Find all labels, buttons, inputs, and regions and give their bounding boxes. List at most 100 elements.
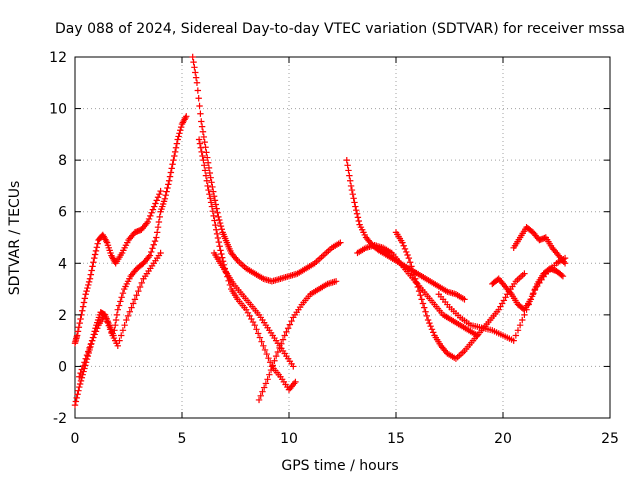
- series-sat-d: [189, 53, 344, 285]
- data-point: [410, 271, 418, 278]
- data-point: [408, 263, 415, 270]
- data-point: [355, 217, 362, 225]
- data-point: [417, 292, 424, 299]
- data-point: [85, 278, 93, 286]
- data-point: [124, 312, 132, 320]
- data-point: [205, 186, 212, 194]
- data-point: [399, 239, 406, 246]
- data-point: [79, 307, 86, 314]
- data-point: [211, 197, 219, 204]
- data-point: [195, 136, 203, 143]
- data-point: [79, 303, 87, 310]
- data-point: [91, 331, 98, 338]
- data-point: [207, 174, 214, 181]
- data-point: [153, 197, 160, 204]
- data-point: [255, 396, 263, 404]
- data-point: [200, 133, 208, 141]
- data-point: [352, 203, 359, 210]
- data-point: [421, 304, 428, 311]
- data-point: [174, 136, 181, 143]
- data-point: [94, 240, 101, 247]
- data-point: [332, 278, 340, 285]
- data-point: [351, 199, 358, 206]
- data-point: [75, 387, 82, 394]
- data-point: [216, 219, 224, 227]
- series-sat-l: [510, 223, 569, 267]
- data-point: [532, 283, 540, 291]
- data-point: [217, 222, 225, 230]
- data-point: [267, 366, 275, 374]
- data-point: [177, 127, 184, 134]
- data-point: [74, 328, 82, 335]
- data-point: [198, 148, 205, 156]
- data-point: [86, 344, 93, 352]
- data-point: [93, 244, 101, 251]
- data-point: [209, 207, 217, 215]
- data-point: [253, 326, 260, 333]
- data-point: [427, 323, 434, 330]
- data-point: [206, 169, 214, 177]
- data-point: [89, 263, 96, 270]
- data-point: [292, 378, 299, 386]
- data-point: [283, 328, 290, 336]
- data-point: [113, 311, 121, 319]
- data-point: [165, 181, 172, 188]
- data-point: [209, 183, 216, 191]
- data-point: [561, 260, 569, 267]
- data-point: [73, 332, 81, 339]
- data-point: [165, 177, 173, 184]
- series-sat-e: [195, 136, 299, 393]
- data-point: [190, 58, 197, 66]
- data-point: [344, 162, 351, 169]
- data-point: [349, 190, 356, 198]
- data-point: [84, 284, 91, 292]
- data-point: [213, 230, 221, 238]
- data-point: [530, 289, 537, 297]
- data-point: [519, 316, 526, 324]
- data-point: [161, 195, 169, 203]
- chart-title: Day 088 of 2024, Sidereal Day-to-day VTE…: [55, 21, 625, 37]
- data-point: [83, 287, 90, 295]
- y-tick-label: 0: [58, 359, 67, 375]
- data-point: [400, 242, 407, 249]
- data-point: [162, 192, 169, 199]
- series-sat-f: [210, 249, 297, 370]
- data-point: [192, 69, 199, 76]
- data-point: [76, 319, 83, 327]
- data-point: [123, 316, 130, 324]
- data-point: [272, 352, 280, 360]
- data-point: [116, 337, 123, 344]
- data-point: [345, 167, 352, 174]
- data-point: [531, 286, 538, 294]
- data-point: [210, 212, 217, 220]
- data-point: [146, 252, 154, 259]
- data-point: [106, 326, 114, 333]
- data-point: [214, 209, 221, 216]
- data-point: [405, 254, 413, 262]
- data-point: [83, 351, 91, 359]
- data-point: [76, 373, 83, 380]
- data-point: [104, 318, 111, 326]
- data-point: [150, 241, 157, 248]
- data-point: [172, 144, 180, 151]
- data-point: [71, 401, 79, 409]
- data-point: [527, 296, 535, 303]
- data-point: [215, 238, 223, 246]
- data-point: [271, 357, 278, 364]
- data-point: [148, 209, 155, 216]
- data-point: [198, 118, 205, 125]
- data-point: [218, 226, 226, 233]
- data-point: [412, 275, 419, 282]
- data-point: [91, 251, 99, 258]
- data-point: [347, 177, 354, 184]
- data-point: [559, 272, 567, 280]
- data-point: [346, 172, 353, 179]
- data-point: [251, 321, 258, 329]
- y-axis-label: SDTVAR / TECUs: [7, 181, 23, 296]
- data-point: [256, 334, 264, 341]
- data-point: [198, 123, 206, 130]
- data-point: [87, 271, 95, 278]
- data-point: [138, 279, 145, 287]
- data-point: [269, 362, 276, 369]
- data-point: [192, 74, 200, 81]
